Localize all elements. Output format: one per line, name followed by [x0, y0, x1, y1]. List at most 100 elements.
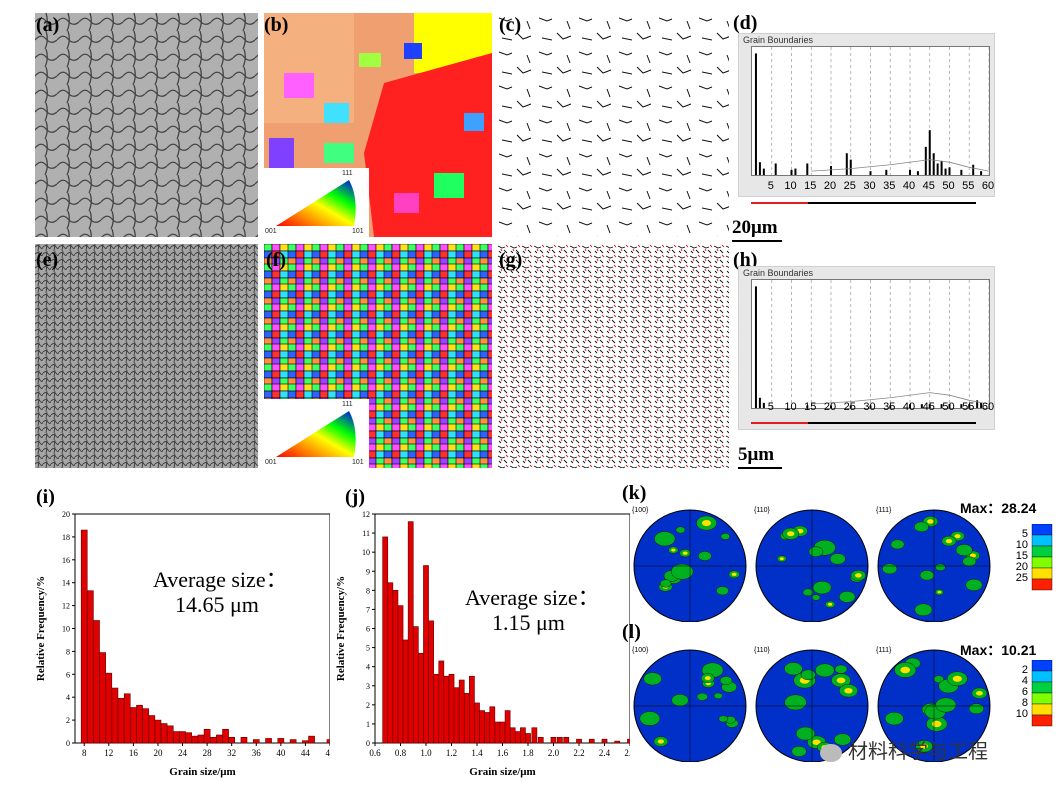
ipf-key-right-label: 101 [352, 459, 364, 466]
histogram-bar [499, 721, 506, 744]
histogram-bar [453, 687, 460, 744]
histogram-bar [550, 736, 557, 744]
y-axis-label: Relative Frequency/% [335, 576, 347, 681]
texture-contour [890, 539, 905, 550]
histogram-bar [154, 719, 162, 744]
texture-peak [937, 590, 942, 594]
texture-contour [834, 664, 848, 674]
average-size-value-i: 14.65 μm [175, 592, 259, 617]
gb-bar [948, 404, 951, 408]
pole-figure-label: {110} [754, 507, 770, 514]
histogram-bar [509, 727, 516, 744]
gb-tick-label: 55 [962, 401, 975, 413]
x-tick-label: 2.4 [599, 748, 611, 758]
gb-bar [849, 159, 852, 175]
y-tick-label: 1 [366, 720, 370, 729]
gb-bar [762, 168, 765, 175]
legend-swatch [1031, 681, 1053, 694]
x-tick-label: 20 [153, 748, 163, 758]
histogram-bar [469, 675, 475, 744]
texture-contour [933, 675, 945, 683]
legend-value: 6 [1021, 686, 1028, 698]
boundary-texture [497, 13, 729, 237]
max-label-k: Max：28.24 [960, 500, 1037, 516]
gb-tick-label: 35 [883, 180, 896, 192]
scale-bar-line-top [732, 240, 782, 242]
legend-value: 8 [1021, 697, 1028, 709]
x-axis-label: Grain size/μm [469, 766, 535, 778]
gb-bar [976, 400, 979, 408]
panel-label-a: (a) [36, 14, 60, 36]
y-tick-label: 11 [362, 529, 370, 538]
texture-contour [955, 544, 973, 557]
histogram-bar [479, 710, 485, 744]
x-tick-label: 1.0 [420, 748, 432, 758]
gb-tick-label: 60 [981, 180, 995, 192]
gb-tick-label: 35 [883, 401, 896, 413]
texture-contour [833, 733, 852, 746]
pole-figure-label: {100} [632, 507, 649, 514]
legend-swatch [1031, 578, 1053, 591]
max-value-l: 10.21 [1001, 642, 1037, 658]
panel-label-g: (g) [499, 249, 523, 271]
pole-figure-label: {100} [632, 647, 649, 654]
histogram-bar [537, 736, 544, 744]
ipf-triangle [276, 180, 356, 226]
gb-tick-label: 25 [843, 180, 856, 192]
texture-contour [815, 663, 835, 678]
wechat-icon [820, 743, 842, 762]
y-tick-label: 18 [62, 533, 70, 542]
texture-peak [920, 743, 928, 749]
gb-tick-label: 15 [804, 401, 817, 413]
histogram-bar [514, 731, 521, 744]
texture-contour [643, 672, 662, 686]
gb-bar [774, 163, 777, 175]
gb-bar [754, 53, 757, 175]
histogram-bar [252, 739, 260, 744]
gb-tick-label: 30 [863, 401, 876, 413]
pole-figure-label: {110} [754, 647, 770, 654]
texture-contour [716, 586, 729, 596]
wechat-watermark: 材料科学与工程 [820, 735, 988, 764]
legend-value: 10 [1015, 708, 1028, 720]
gb-axis-black-segment [808, 202, 976, 204]
gb-bar [960, 169, 963, 175]
panel-label-e: (e) [36, 249, 59, 271]
gb-plot-area [751, 46, 990, 176]
y-tick-label: 4 [66, 693, 70, 702]
x-tick-label: 16 [129, 748, 139, 758]
histogram-bar [563, 736, 570, 744]
gb-tick-label: 30 [863, 180, 876, 192]
histogram-bar [458, 679, 465, 744]
histogram-bar [99, 652, 106, 744]
histogram-bar [438, 660, 445, 744]
histogram-bar [173, 731, 180, 744]
y-tick-label: 7 [366, 605, 370, 614]
histogram-bar [412, 626, 419, 744]
x-tick-label: 12 [104, 748, 113, 758]
color-legend-l: 2 4 6 8 10 [996, 659, 1056, 732]
texture-contour [675, 526, 686, 534]
gb-bar [849, 405, 852, 408]
texture-contour [659, 579, 672, 588]
average-size-label-j: Average size： [465, 585, 600, 610]
histogram-bar [123, 693, 131, 744]
pole-figures-l: {100} {110} {111} [630, 640, 1010, 763]
histogram-bar [191, 735, 199, 744]
grain-size-histogram-i: 81216202428323640444802468101214161820Gr… [35, 510, 330, 778]
ipf-key-left-label: 001 [265, 228, 277, 235]
texture-contour [800, 669, 816, 681]
ipf-color-key-top: 111 001 101 [264, 168, 369, 237]
texture-contour [808, 546, 824, 557]
histogram-bar [105, 672, 113, 744]
gb-bar [758, 397, 761, 408]
histogram-bar [179, 731, 186, 744]
y-tick-label: 6 [66, 670, 70, 679]
texture-peak [954, 534, 961, 539]
texture-peak [900, 666, 911, 674]
x-tick-label: 44 [301, 748, 311, 758]
texture-contour [719, 676, 733, 685]
y-tick-label: 2 [66, 716, 70, 725]
x-tick-label: 1.2 [446, 748, 457, 758]
texture-contour [696, 692, 708, 701]
